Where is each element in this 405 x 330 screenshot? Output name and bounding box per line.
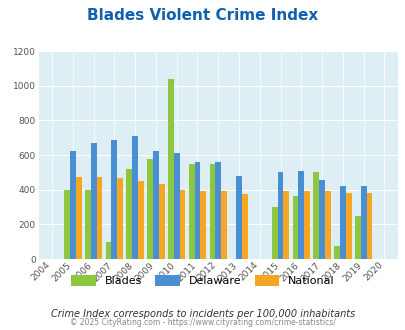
Bar [345,193,351,259]
Bar [215,162,221,259]
Bar [298,171,303,259]
Bar [153,151,158,259]
Bar [366,193,371,259]
Bar [235,176,241,259]
Bar [324,191,330,259]
Bar [318,180,324,259]
Text: © 2025 CityRating.com - https://www.cityrating.com/crime-statistics/: © 2025 CityRating.com - https://www.city… [70,318,335,327]
Bar [271,207,277,259]
Bar [241,194,247,259]
Bar [105,242,111,259]
Bar [111,140,117,259]
Bar [173,152,179,259]
Bar [221,191,226,259]
Bar [188,164,194,259]
Bar [292,196,298,259]
Bar [76,177,81,259]
Legend: Blades, Delaware, National: Blades, Delaware, National [71,275,334,286]
Bar [354,216,360,259]
Bar [303,191,309,259]
Bar [277,172,283,259]
Text: Crime Index corresponds to incidents per 100,000 inhabitants: Crime Index corresponds to incidents per… [51,309,354,318]
Bar [168,79,173,259]
Bar [313,172,318,259]
Bar [339,186,345,259]
Bar [194,162,200,259]
Bar [209,164,215,259]
Bar [85,190,90,259]
Text: Blades Violent Crime Index: Blades Violent Crime Index [87,8,318,23]
Bar [200,191,206,259]
Bar [360,186,366,259]
Bar [138,181,143,259]
Bar [96,177,102,259]
Bar [132,136,138,259]
Bar [333,246,339,259]
Bar [179,190,185,259]
Bar [147,159,153,259]
Bar [126,169,132,259]
Bar [283,191,288,259]
Bar [117,178,123,259]
Bar [90,143,96,259]
Bar [158,184,164,259]
Bar [70,151,76,259]
Bar [64,190,70,259]
